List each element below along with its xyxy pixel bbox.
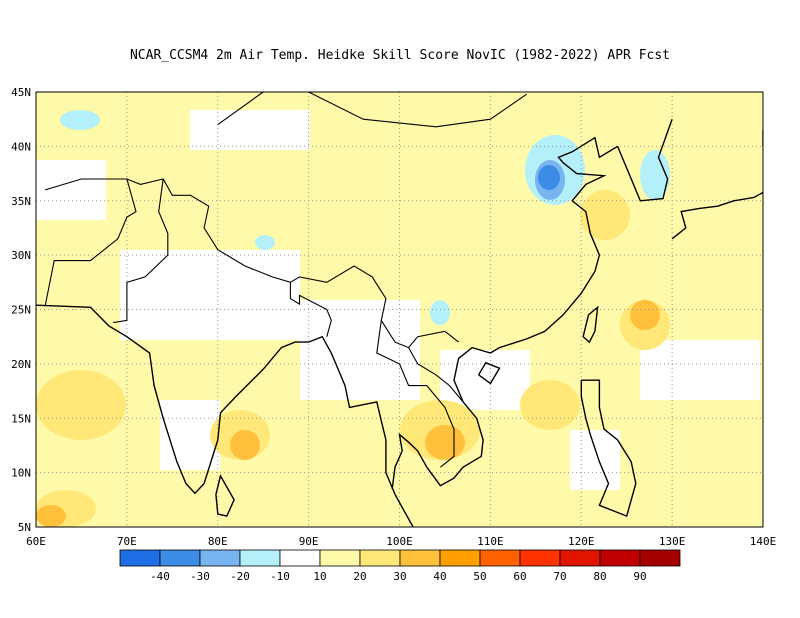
colorbar-label: 30 — [393, 570, 406, 583]
colorbar-segment — [319, 549, 361, 567]
skill-area — [580, 190, 630, 240]
lat-tick-label: 25N — [11, 304, 31, 317]
colorbar-segment — [119, 549, 161, 567]
country-border — [376, 320, 455, 468]
coastline — [580, 379, 637, 518]
skill-area — [640, 150, 670, 200]
colorbar-segment — [159, 549, 201, 567]
skill-area — [36, 160, 106, 220]
skill-area — [36, 505, 66, 527]
coastline — [426, 136, 618, 487]
skill-area — [120, 250, 300, 340]
lon-tick-label: 140E — [750, 535, 777, 548]
skill-area — [570, 430, 620, 490]
lat-tick-label: 5N — [18, 521, 31, 534]
lat-tick-label: 30N — [11, 249, 31, 262]
colorbar: -40 -30 -20 -10 10 20 30 40 50 60 70 80 90 — [119, 549, 681, 583]
lat-tick-label: 35N — [11, 195, 31, 208]
colorbar-label: -40 — [150, 570, 170, 583]
colorbar-segment — [479, 549, 521, 567]
skill-area — [425, 425, 465, 460]
lat-tick-label: 15N — [11, 412, 31, 425]
colorbar-label: 20 — [353, 570, 366, 583]
colorbar-segment — [519, 549, 561, 567]
coastline — [477, 361, 501, 385]
colorbar-label: -30 — [190, 570, 210, 583]
skill-area — [430, 300, 450, 325]
lat-tick-label: 20N — [11, 358, 31, 371]
lon-tick-label: 100E — [386, 535, 413, 548]
lon-tick-labels: 60E 70E 80E 90E 100E 110E 120E 130E 140E — [26, 535, 776, 548]
coastline — [36, 304, 396, 495]
colorbar-segment — [199, 549, 241, 567]
colorbar-label: -10 — [270, 570, 290, 583]
skill-area — [300, 300, 420, 400]
colorbar-segment — [399, 549, 441, 567]
coastline — [582, 305, 599, 344]
country-border — [408, 347, 464, 403]
lat-tick-label: 45N — [11, 86, 31, 99]
lat-tick-label: 40N — [11, 140, 31, 153]
colorbar-label: 50 — [473, 570, 486, 583]
lat-tick-label: 10N — [11, 467, 31, 480]
skill-area — [60, 110, 100, 130]
skill-area — [630, 300, 660, 330]
colorbar-label: 80 — [593, 570, 606, 583]
colorbar-label: 60 — [513, 570, 526, 583]
lon-tick-label: 90E — [299, 535, 319, 548]
skill-area — [255, 235, 275, 250]
colorbar-segment — [239, 549, 281, 567]
coastline — [394, 494, 414, 527]
colorbar-label: 70 — [553, 570, 566, 583]
colorbar-segment — [599, 549, 641, 567]
colorbar-label: -20 — [230, 570, 250, 583]
lon-tick-label: 80E — [208, 535, 228, 548]
skill-shading — [36, 92, 763, 527]
country-border — [44, 178, 137, 307]
coastline — [616, 118, 673, 202]
lon-tick-label: 120E — [568, 535, 595, 548]
colorbar-label: 40 — [433, 570, 446, 583]
colorbar-segment — [279, 549, 321, 567]
country-border — [44, 178, 459, 349]
skill-area — [36, 370, 126, 440]
colorbar-label: 90 — [633, 570, 646, 583]
colorbar-segment — [359, 549, 401, 567]
map-gridlines — [36, 92, 763, 527]
map-frame — [35, 91, 764, 528]
coastline — [391, 432, 428, 489]
lat-tick-labels: 5N 10N 15N 20N 25N 30N 35N 40N 45N — [11, 86, 31, 534]
colorbar-segment — [439, 549, 481, 567]
colorbar-segment — [639, 549, 681, 567]
lon-tick-label: 70E — [117, 535, 137, 548]
skill-area — [538, 165, 560, 190]
country-border — [217, 92, 528, 128]
colorbar-segment — [559, 549, 601, 567]
lon-tick-label: 60E — [26, 535, 46, 548]
country-border — [289, 282, 332, 337]
country-border — [113, 178, 169, 324]
chart-title: NCAR_CCSM4 2m Air Temp. Heidke Skill Sco… — [129, 48, 671, 63]
skill-area — [230, 430, 260, 460]
skill-area — [520, 380, 580, 430]
skill-area — [190, 110, 310, 150]
lon-tick-label: 110E — [477, 535, 504, 548]
lon-tick-label: 130E — [659, 535, 686, 548]
skill-area — [640, 340, 760, 400]
coastlines — [36, 92, 763, 527]
coastline — [671, 130, 763, 240]
coastline — [215, 474, 235, 517]
colorbar-label: 10 — [313, 570, 326, 583]
